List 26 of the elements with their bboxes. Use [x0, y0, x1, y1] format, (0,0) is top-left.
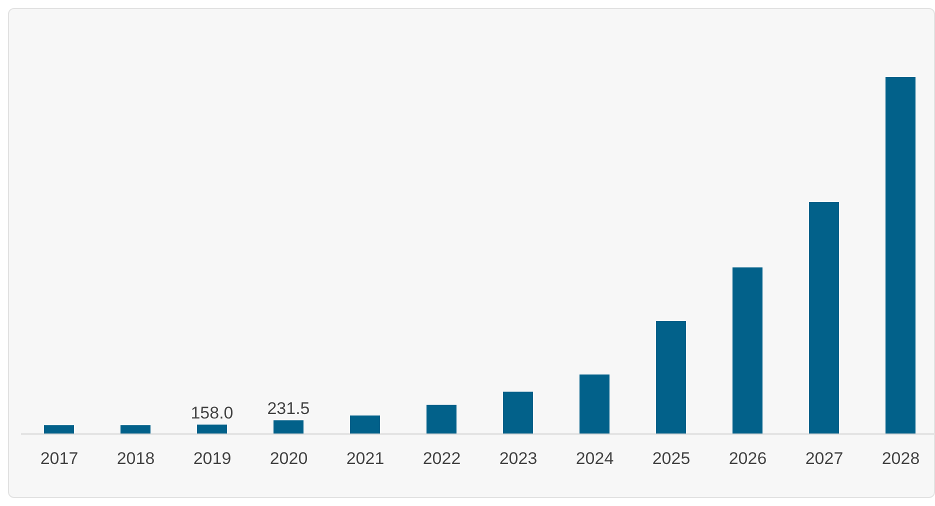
- bar: [426, 404, 456, 434]
- bar: [886, 77, 916, 434]
- x-tick-label: 2026: [728, 449, 767, 468]
- x-tick-label: 2023: [499, 449, 538, 468]
- bar: [580, 374, 610, 434]
- bar: [656, 320, 686, 434]
- bar: [274, 420, 304, 434]
- data-label: 231.5: [267, 399, 310, 418]
- x-tick-label: 2025: [652, 449, 690, 468]
- x-tick-label: 2022: [422, 449, 461, 468]
- x-tick-label: 2017: [40, 449, 78, 468]
- bar: [809, 202, 839, 434]
- x-tick-label: 2020: [270, 449, 308, 468]
- x-tick-label: 2027: [805, 449, 844, 468]
- bar: [197, 424, 227, 434]
- bar: [44, 425, 74, 434]
- bar: [350, 416, 380, 434]
- data-label: 158.0: [190, 404, 234, 423]
- x-tick-label: 2024: [576, 449, 614, 468]
- bar: [120, 425, 150, 434]
- x-tick-label: 2028: [882, 449, 920, 468]
- bar: [732, 267, 762, 434]
- bar: [503, 392, 533, 434]
- x-tick-label: 2018: [116, 449, 155, 468]
- x-tick-label: 2021: [346, 449, 384, 468]
- x-tick-label: 2019: [193, 449, 232, 468]
